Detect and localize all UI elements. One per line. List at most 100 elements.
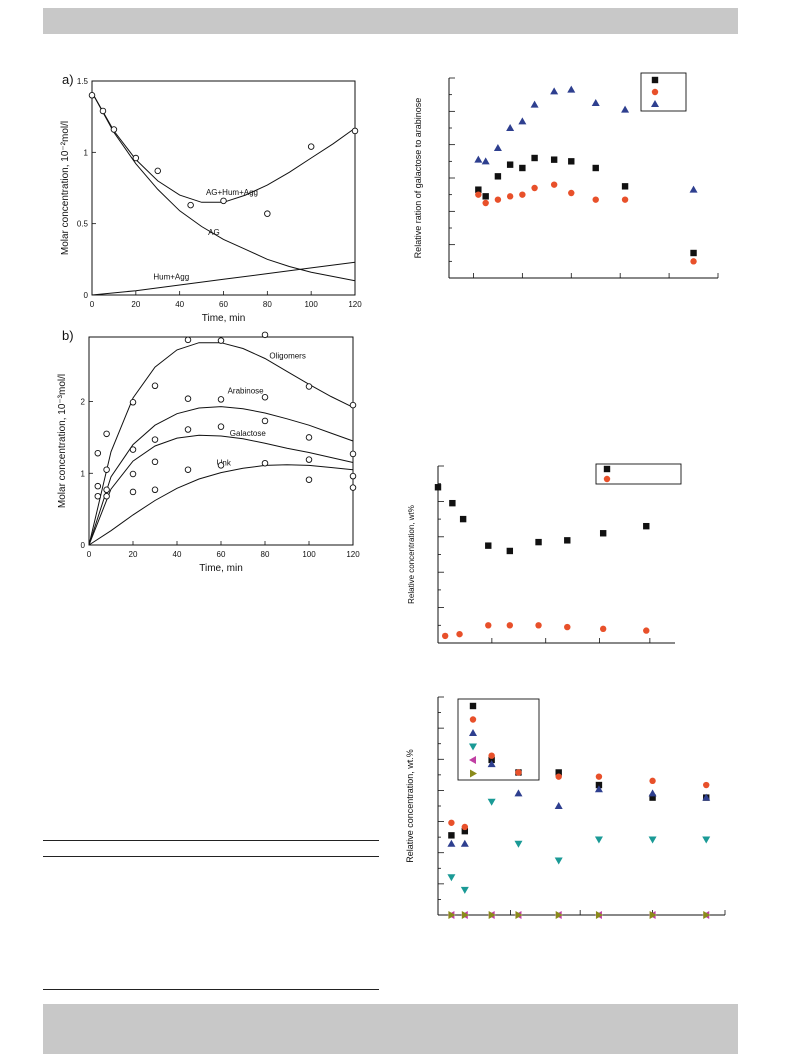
data-point <box>154 167 161 175</box>
legend-marker <box>469 702 477 710</box>
data-point <box>531 184 538 192</box>
data-point <box>643 627 650 634</box>
data-point <box>434 484 442 491</box>
data-point <box>151 486 159 494</box>
data-point <box>305 434 313 441</box>
data-point <box>475 191 482 198</box>
y-axis-label: Relative ration of galactose to arabinos… <box>413 98 423 259</box>
legend-marker <box>469 756 476 764</box>
data-point <box>703 911 711 919</box>
data-point <box>349 472 357 480</box>
y-tick-label: 2 <box>81 398 86 407</box>
data-point <box>550 87 559 95</box>
data-point <box>530 100 539 108</box>
data-point <box>592 164 599 172</box>
data-point <box>494 173 502 180</box>
y-axis-label: Relative concentration, wt% <box>407 505 416 604</box>
y-axis-label: Molar concentration, 10⁻²mol/l <box>60 121 71 255</box>
data-point <box>129 399 137 406</box>
data-point <box>506 547 514 555</box>
data-point <box>184 395 192 402</box>
data-point <box>555 773 562 780</box>
data-point <box>564 537 571 544</box>
curve-label: Oligomers <box>269 352 305 361</box>
x-axis-label: Time, min <box>199 563 243 574</box>
data-point <box>441 632 449 640</box>
data-point <box>460 839 469 847</box>
data-point <box>217 423 225 430</box>
data-point <box>649 777 656 785</box>
data-point <box>184 336 192 344</box>
data-point <box>515 769 522 776</box>
data-point <box>99 107 107 115</box>
data-point <box>305 383 313 390</box>
data-point <box>506 193 514 200</box>
x-tick-label: 120 <box>348 300 362 309</box>
x-tick-label: 80 <box>261 550 270 559</box>
data-point <box>487 760 496 768</box>
data-point <box>220 197 227 205</box>
legend-marker <box>651 88 659 96</box>
x-tick-label: 40 <box>175 300 184 309</box>
data-point <box>518 117 527 125</box>
data-point <box>187 201 194 209</box>
data-point <box>494 196 502 203</box>
y-axis-label: Molar concentration, 10⁻³mol/l <box>57 374 68 508</box>
x-tick-label: 60 <box>217 550 226 559</box>
curve-label: Unk <box>217 458 232 467</box>
data-point <box>103 466 110 473</box>
data-point <box>482 199 489 207</box>
data-point <box>555 911 563 919</box>
data-point <box>456 630 463 638</box>
data-point <box>550 181 558 188</box>
data-point <box>474 155 483 163</box>
data-point <box>703 781 710 789</box>
x-tick-label: 0 <box>87 550 92 559</box>
data-point <box>621 196 629 203</box>
data-point <box>461 911 469 919</box>
data-point <box>132 154 140 162</box>
y-tick-label: 0 <box>84 291 89 300</box>
data-point <box>493 144 502 151</box>
data-point <box>595 781 603 789</box>
data-point <box>459 515 467 523</box>
legend-marker <box>470 769 477 778</box>
data-point <box>94 492 102 500</box>
x-tick-label: 100 <box>302 550 316 559</box>
data-point <box>217 337 225 344</box>
y-tick-label: 1 <box>81 469 86 478</box>
data-point <box>448 819 455 826</box>
data-point <box>506 161 514 168</box>
data-point <box>555 769 562 776</box>
data-point <box>151 436 159 443</box>
data-point <box>307 143 315 150</box>
data-point <box>554 857 563 865</box>
data-point <box>103 430 110 438</box>
data-point <box>261 459 269 467</box>
data-point <box>649 911 657 919</box>
data-point <box>305 456 313 463</box>
data-point <box>568 158 575 165</box>
data-point <box>460 886 469 894</box>
data-point <box>554 802 563 809</box>
data-point <box>449 499 456 507</box>
table-top-rule <box>43 840 379 841</box>
data-point <box>448 832 455 839</box>
y-tick-label: 0.5 <box>77 220 89 229</box>
data-point <box>599 625 607 633</box>
curve-line <box>88 406 354 546</box>
legend-marker <box>469 743 477 751</box>
data-point <box>702 836 711 844</box>
legend-marker <box>469 729 477 736</box>
y-tick-label: 0 <box>81 541 86 550</box>
data-point <box>690 258 697 265</box>
data-point <box>129 488 137 496</box>
data-point <box>261 417 269 425</box>
legend-marker <box>469 716 477 723</box>
data-point <box>515 911 523 919</box>
data-point <box>264 210 271 217</box>
data-point <box>94 482 102 490</box>
